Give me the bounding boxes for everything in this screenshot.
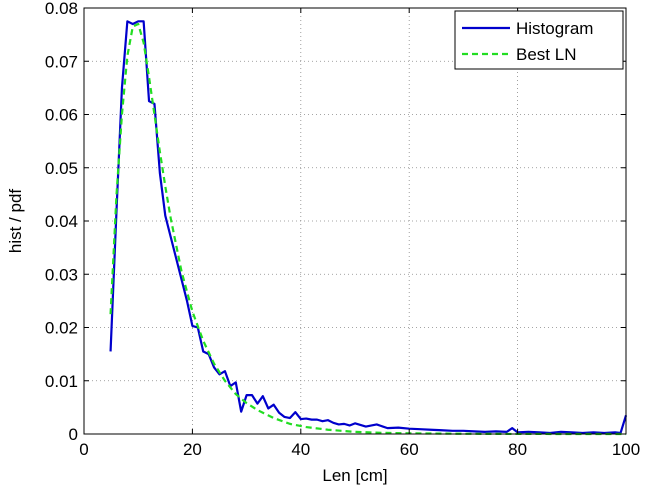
x-tick-label: 0 [79,440,88,459]
legend: Histogram Best LN [454,10,624,70]
grid-lines [84,8,626,434]
y-tick-label: 0.01 [45,372,78,391]
y-tick-label: 0.08 [45,0,78,18]
tick-labels: 0 20 40 60 80 100 0 0.01 0.02 0.03 0.04 0.05 0.06 0.0… [45,0,640,459]
legend-label-best-ln: Best LN [516,45,576,64]
series-line-best-ln [109,22,627,436]
x-tick-label: 60 [400,440,419,459]
tick-marks [83,7,627,435]
x-tick-label: 80 [508,440,527,459]
y-tick-label: 0.03 [45,265,78,284]
x-tick-label: 40 [291,440,310,459]
legend-box [454,10,624,70]
plot-area [84,8,626,434]
legend-label-histogram: Histogram [516,19,593,38]
series-layer [109,20,628,436]
x-axis-label: Len [cm] [322,466,387,485]
y-tick-label: 0.02 [45,319,78,338]
y-tick-label: 0.06 [45,106,78,125]
y-tick-label: 0.04 [45,212,78,231]
series-line-histogram [109,20,628,435]
y-axis-label: hist / pdf [6,189,25,254]
y-tick-label: 0.07 [45,52,78,71]
x-tick-label: 100 [612,440,640,459]
x-tick-label: 20 [183,440,202,459]
y-tick-label: 0.05 [45,159,78,178]
y-tick-label: 0 [69,425,78,444]
